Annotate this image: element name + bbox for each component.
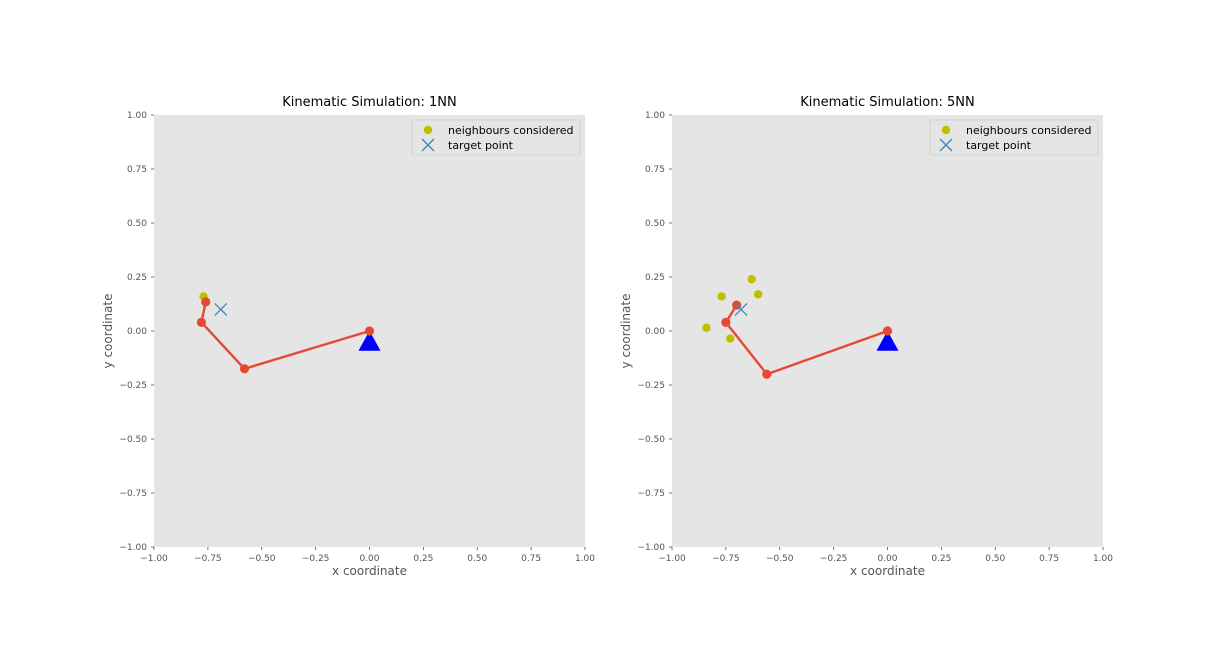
y-axis-label: y coordinate (619, 294, 633, 369)
neighbour-point (747, 274, 756, 284)
legend-label-target: target point (966, 139, 1032, 152)
x-tick-label: 1.00 (1093, 554, 1113, 564)
legend-label-neighbours: neighbours considered (448, 124, 574, 137)
y-tick-label: −0.50 (637, 435, 665, 445)
y-tick-label: 1.00 (127, 111, 147, 121)
arm-joint (882, 326, 893, 336)
y-tick-label: −0.50 (119, 435, 147, 445)
arm-line (200, 301, 370, 370)
legend-label-target: target point (448, 139, 514, 152)
legend: neighbours considered target point (411, 119, 581, 156)
arm-joint (196, 317, 207, 327)
x-tick-label: −0.75 (712, 554, 740, 564)
y-tick-label: 0.75 (645, 165, 665, 175)
target-point (734, 302, 748, 316)
x-axis-label: x coordinate (332, 564, 407, 578)
y-tick-label: −1.00 (119, 543, 147, 553)
y-tick-label: −1.00 (637, 543, 665, 553)
chart-title: Kinematic Simulation: 5NN (800, 95, 974, 110)
y-axis-label: y coordinate (101, 294, 115, 369)
x-tick-label: 0.25 (931, 554, 951, 564)
x-tick-label: −0.25 (302, 554, 330, 564)
base-marker (876, 330, 899, 351)
legend-box (411, 119, 581, 156)
x-tick-label: 0.75 (1039, 554, 1059, 564)
neighbour-point (702, 323, 711, 332)
legend-label-neighbours: neighbours considered (966, 124, 1092, 137)
arm-joint (239, 364, 250, 374)
legend-neighbour-marker (423, 125, 433, 135)
y-tick-label: −0.75 (637, 489, 665, 499)
y-tick-label: 0.00 (645, 327, 665, 337)
y-tick-label: −0.25 (119, 381, 147, 391)
x-tick-label: −0.75 (194, 554, 222, 564)
x-tick-label: 1.00 (575, 554, 595, 564)
y-tick-label: 0.25 (127, 273, 147, 283)
x-axis-label: x coordinate (850, 564, 925, 578)
neighbour-point (754, 290, 763, 299)
legend: neighbours considered target point (929, 119, 1099, 156)
arm-joint (762, 369, 772, 379)
y-tick-label: −0.25 (637, 381, 665, 391)
arm-joint (201, 297, 211, 307)
x-tick-label: 0.50 (985, 554, 1005, 564)
legend-target-marker (421, 138, 435, 152)
x-tick-label: 0.00 (359, 554, 379, 564)
x-tick-label: 0.25 (413, 554, 433, 564)
y-tick-label: 1.00 (645, 111, 665, 121)
arm-line (724, 304, 888, 376)
neighbour-point (725, 334, 735, 343)
x-tick-label: −1.00 (658, 554, 686, 564)
chart-title: Kinematic Simulation: 1NN (282, 95, 456, 110)
y-tick-label: 0.75 (127, 165, 147, 175)
legend-box (929, 119, 1099, 156)
arm-joint (721, 317, 731, 327)
legend-target-marker (939, 138, 953, 152)
x-tick-label: 0.50 (467, 554, 487, 564)
x-tick-label: −0.50 (766, 554, 794, 564)
y-tick-label: 0.25 (645, 273, 665, 283)
y-tick-label: −0.75 (119, 489, 147, 499)
chart-panel-1: Kinematic Simulation: 1NN −1.00 −0.75 −0.50… (101, 95, 595, 578)
y-tick-label: 0.50 (127, 219, 147, 229)
x-tick-label: 0.00 (877, 554, 897, 564)
neighbour-point (717, 292, 726, 301)
x-tick-label: 0.75 (521, 554, 541, 564)
legend-neighbour-marker (941, 125, 951, 135)
arm-joint (364, 326, 375, 336)
chart-panel-2: Kinematic Simulation: 5NN −1.00 −0.75 −0.50… (619, 95, 1113, 578)
y-tick-label: 0.50 (645, 219, 665, 229)
x-tick-label: −0.50 (248, 554, 276, 564)
y-tick-label: 0.00 (127, 327, 147, 337)
x-tick-label: −1.00 (140, 554, 168, 564)
target-point (214, 302, 228, 316)
base-marker (358, 330, 381, 351)
x-tick-label: −0.25 (820, 554, 848, 564)
